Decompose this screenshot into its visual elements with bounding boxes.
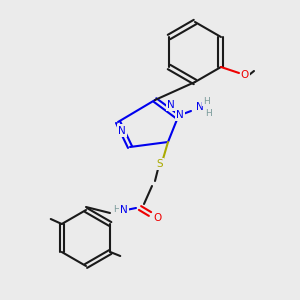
Text: O: O — [154, 213, 162, 223]
Text: S: S — [157, 159, 163, 169]
Text: N: N — [196, 102, 204, 112]
Text: H: H — [202, 97, 209, 106]
Text: N: N — [120, 205, 128, 215]
Text: H: H — [205, 109, 212, 118]
Text: O: O — [241, 70, 249, 80]
Text: N: N — [176, 110, 184, 120]
Text: H: H — [112, 205, 119, 214]
Text: N: N — [118, 125, 126, 136]
Text: N: N — [167, 100, 174, 110]
